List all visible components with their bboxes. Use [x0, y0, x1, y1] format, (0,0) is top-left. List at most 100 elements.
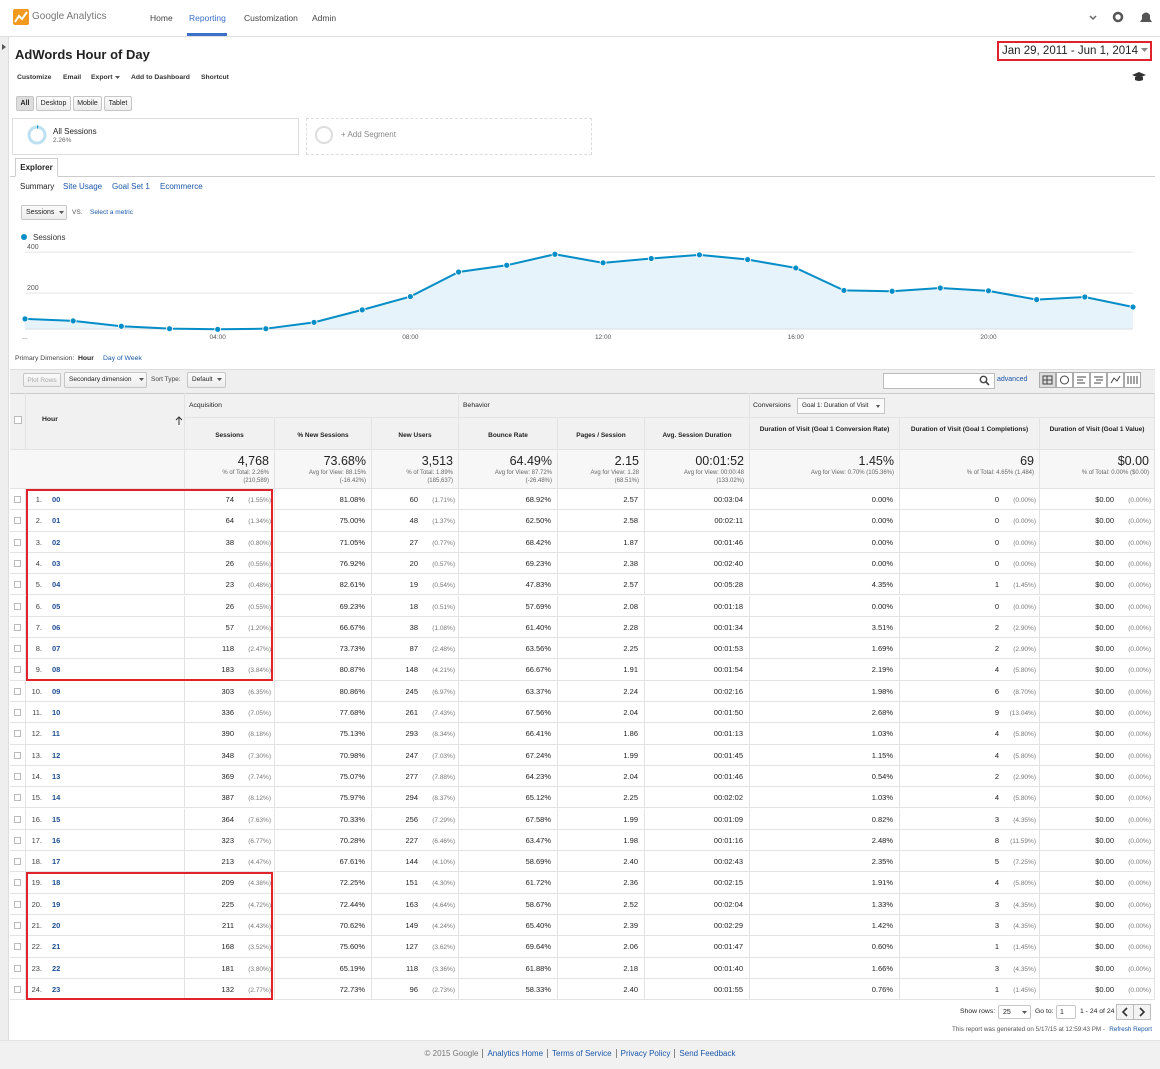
- goal-selector[interactable]: Goal 1: Duration of Visit: [797, 398, 885, 414]
- search-box[interactable]: [883, 373, 995, 389]
- checkbox[interactable]: [14, 538, 21, 546]
- subtab[interactable]: Ecommerce: [160, 182, 203, 191]
- footer-link[interactable]: Analytics Home: [482, 1049, 544, 1058]
- metric-select[interactable]: Sessions: [21, 205, 67, 220]
- dimension-option[interactable]: Day of Week: [103, 355, 142, 362]
- action[interactable]: Add to Dashboard: [131, 74, 190, 81]
- device-tab[interactable]: Tablet: [104, 96, 132, 111]
- checkbox[interactable]: [14, 922, 21, 929]
- action[interactable]: Shortcut: [201, 74, 229, 81]
- column-header[interactable]: New Users: [372, 418, 459, 450]
- subtab[interactable]: Goal Set 1: [112, 182, 150, 191]
- plot-rows-button[interactable]: Plot Rows: [23, 373, 61, 387]
- hour-link[interactable]: 12: [52, 750, 61, 760]
- action[interactable]: Export: [91, 74, 113, 81]
- column-header[interactable]: Sessions: [185, 418, 275, 450]
- checkbox[interactable]: [14, 964, 21, 972]
- checkbox[interactable]: [14, 687, 21, 695]
- device-tab[interactable]: Mobile: [73, 96, 102, 111]
- date-range[interactable]: Jan 29, 2011 - Jun 1, 2014: [1002, 45, 1138, 57]
- hour-link[interactable]: 03: [52, 558, 61, 568]
- footer-link[interactable]: Privacy Policy: [615, 1049, 671, 1058]
- checkbox[interactable]: [14, 985, 21, 993]
- segment-card[interactable]: [12, 118, 299, 155]
- explorer-tab[interactable]: Explorer: [15, 158, 58, 177]
- column-header[interactable]: Duration of Visit (Goal 1 Completions): [900, 418, 1040, 450]
- add-segment[interactable]: + Add Segment: [341, 130, 396, 139]
- hour-link[interactable]: 07: [52, 644, 61, 654]
- nav-icons[interactable]: [1086, 10, 1156, 26]
- checkbox[interactable]: [14, 794, 21, 802]
- subtab[interactable]: Site Usage: [63, 182, 103, 191]
- view-icons[interactable]: [1039, 372, 1142, 388]
- hour-link[interactable]: 11: [52, 729, 60, 739]
- checkbox[interactable]: [14, 815, 21, 823]
- search-icon[interactable]: [979, 375, 990, 386]
- checkbox[interactable]: [14, 730, 21, 738]
- hour-link[interactable]: 20: [52, 921, 61, 930]
- rows-select[interactable]: 25: [998, 1005, 1031, 1019]
- date-range-box[interactable]: [997, 41, 1152, 61]
- checkbox[interactable]: [14, 751, 21, 759]
- hour-link[interactable]: 04: [52, 580, 61, 590]
- checkbox[interactable]: [14, 645, 21, 653]
- sort-type[interactable]: Default: [187, 372, 226, 388]
- nav-tab[interactable]: Admin: [312, 13, 337, 23]
- dimension-active[interactable]: Hour: [78, 355, 94, 362]
- column-header[interactable]: Bounce Rate: [459, 418, 558, 450]
- checkbox[interactable]: [14, 517, 21, 525]
- checkbox[interactable]: [14, 943, 21, 951]
- hour-link[interactable]: 16: [52, 835, 61, 845]
- checkbox[interactable]: [14, 416, 22, 424]
- hour-link[interactable]: 09: [52, 686, 61, 696]
- hour-link[interactable]: 10: [52, 708, 61, 717]
- hour-link[interactable]: 19: [52, 899, 61, 909]
- column-header[interactable]: Hour: [42, 416, 58, 423]
- checkbox[interactable]: [14, 836, 21, 844]
- page-input[interactable]: 1: [1056, 1005, 1076, 1019]
- column-header[interactable]: Duration of Visit (Goal 1 Value): [1040, 418, 1155, 450]
- logo[interactable]: Google Analytics: [32, 11, 107, 22]
- hour-link[interactable]: 14: [52, 793, 61, 803]
- checkbox[interactable]: [14, 709, 21, 716]
- hour-link[interactable]: 22: [52, 963, 61, 973]
- hour-link[interactable]: 08: [52, 665, 61, 675]
- nav-tab[interactable]: Customization: [244, 13, 298, 23]
- column-header[interactable]: Avg. Session Duration: [645, 418, 750, 450]
- device-tab-active[interactable]: All: [16, 96, 34, 111]
- checkbox[interactable]: [14, 623, 21, 631]
- checkbox[interactable]: [14, 858, 21, 866]
- checkbox[interactable]: [14, 496, 21, 503]
- checkbox[interactable]: [14, 581, 21, 589]
- refresh-report[interactable]: Refresh Report: [1109, 1026, 1152, 1033]
- checkbox[interactable]: [14, 602, 21, 610]
- column-header[interactable]: Pages / Session: [558, 418, 645, 450]
- hour-link[interactable]: 05: [52, 601, 61, 611]
- device-tab[interactable]: Desktop: [36, 96, 71, 111]
- nav-tab[interactable]: Home: [150, 13, 173, 23]
- advanced-link[interactable]: advanced: [997, 376, 1028, 383]
- column-header[interactable]: % New Sessions: [275, 418, 372, 450]
- secondary-dimension[interactable]: Secondary dimension: [64, 372, 147, 388]
- hour-link[interactable]: 17: [52, 857, 61, 867]
- hour-link[interactable]: 02: [52, 537, 61, 547]
- footer-link[interactable]: Terms of Service: [547, 1049, 612, 1058]
- checkbox[interactable]: [14, 900, 21, 908]
- subtab-active[interactable]: Summary: [20, 182, 55, 191]
- hour-link[interactable]: 21: [52, 942, 61, 952]
- column-header[interactable]: Duration of Visit (Goal 1 Conversion Rat…: [750, 418, 900, 450]
- hour-link[interactable]: 15: [52, 814, 61, 824]
- hour-link[interactable]: 00: [52, 495, 61, 504]
- checkbox[interactable]: [14, 879, 21, 887]
- action[interactable]: Customize: [17, 74, 52, 81]
- sort-arrow[interactable]: [175, 416, 183, 426]
- hour-link[interactable]: 18: [52, 878, 61, 888]
- hour-link[interactable]: 13: [52, 771, 61, 781]
- select-metric[interactable]: Select a metric: [90, 209, 133, 216]
- footer-link[interactable]: Send Feedback: [674, 1049, 736, 1058]
- hour-link[interactable]: 23: [52, 984, 61, 994]
- add-segment-card[interactable]: [306, 118, 592, 155]
- sidebar-arrow[interactable]: [1, 43, 7, 51]
- checkbox[interactable]: [14, 559, 21, 567]
- checkbox[interactable]: [14, 666, 21, 674]
